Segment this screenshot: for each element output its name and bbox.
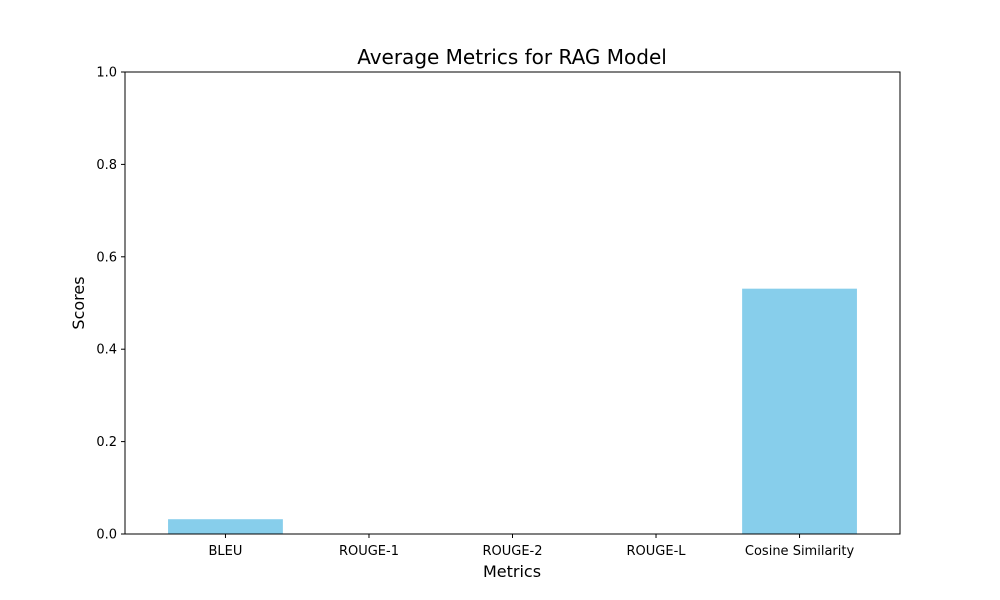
y-tick-label: 0.8 <box>96 158 117 173</box>
x-axis-ticks: BLEU ROUGE-1 ROUGE-2 ROUGE-L Cosine Similari… <box>209 534 855 559</box>
bar-bleu <box>168 519 283 534</box>
bars-group <box>168 288 857 534</box>
bar-cosine-similarity <box>742 288 857 534</box>
y-tick-label: 0.4 <box>96 343 117 358</box>
x-tick-label: BLEU <box>209 544 243 559</box>
x-tick-label: ROUGE-L <box>627 544 687 559</box>
y-tick-label: 1.0 <box>96 66 117 81</box>
x-tick-label: ROUGE-1 <box>339 544 399 559</box>
x-tick-label: ROUGE-2 <box>482 544 542 559</box>
y-tick-label: 0.2 <box>96 435 117 450</box>
y-tick-label: 0.6 <box>96 250 117 265</box>
y-axis-label: Scores <box>69 276 88 329</box>
y-tick-label: 0.0 <box>96 528 117 543</box>
chart-title: Average Metrics for RAG Model <box>357 45 667 69</box>
y-axis-ticks: 0.0 0.2 0.4 0.6 0.8 1.0 <box>96 66 125 543</box>
x-axis-label: Metrics <box>483 562 541 581</box>
x-tick-label: Cosine Similarity <box>745 544 855 559</box>
